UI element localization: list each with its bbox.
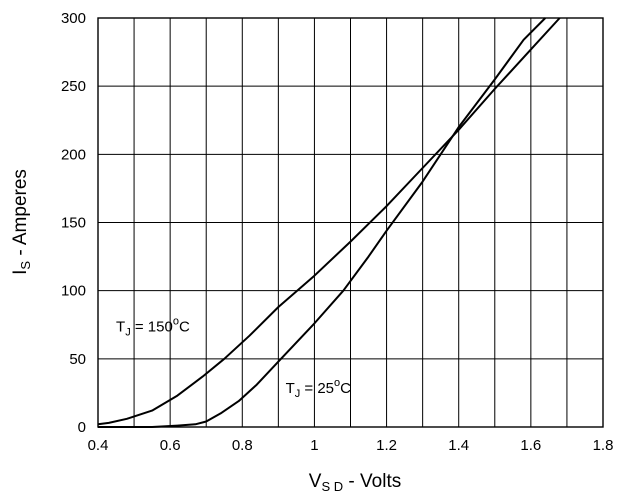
x-axis-label: VS D - Volts: [309, 471, 401, 493]
y-tick-label: 100: [61, 283, 86, 300]
y-tick-label: 150: [61, 215, 86, 232]
y-tick-label: 250: [61, 78, 86, 95]
plot-frame: [97, 17, 604, 428]
series-annotations: TJ = 150oC TJ = 25oC: [116, 316, 351, 400]
y-axis-label: IS - Amperes: [10, 169, 33, 275]
series-label-tj-150c: TJ = 150oC: [116, 316, 190, 339]
y-tick-label: 0: [78, 419, 86, 436]
x-tick-label: 0.4: [88, 437, 109, 454]
y-tick-label: 50: [69, 351, 86, 368]
x-tick-label: 1.6: [520, 437, 541, 454]
x-tick-label: 1: [310, 437, 318, 454]
series-line-tj-150c: [97, 17, 561, 426]
x-tick-label: 0.6: [160, 437, 181, 454]
series-line-tj-25c: [98, 17, 547, 428]
x-tick-label: 1.8: [593, 437, 614, 454]
series-label-tj-25c: TJ = 25oC: [286, 377, 352, 400]
y-tick-labels: 0 50 100 150 200 250 300: [61, 10, 86, 436]
curves: [97, 17, 561, 428]
x-tick-label: 1.4: [448, 437, 469, 454]
y-tick-label: 200: [61, 146, 86, 163]
x-tick-label: 1.2: [376, 437, 397, 454]
x-tick-label: 0.8: [232, 437, 253, 454]
y-tick-label: 300: [61, 10, 86, 27]
x-tick-labels: 0.4 0.6 0.8 1 1.2 1.4 1.6 1.8: [88, 437, 614, 454]
